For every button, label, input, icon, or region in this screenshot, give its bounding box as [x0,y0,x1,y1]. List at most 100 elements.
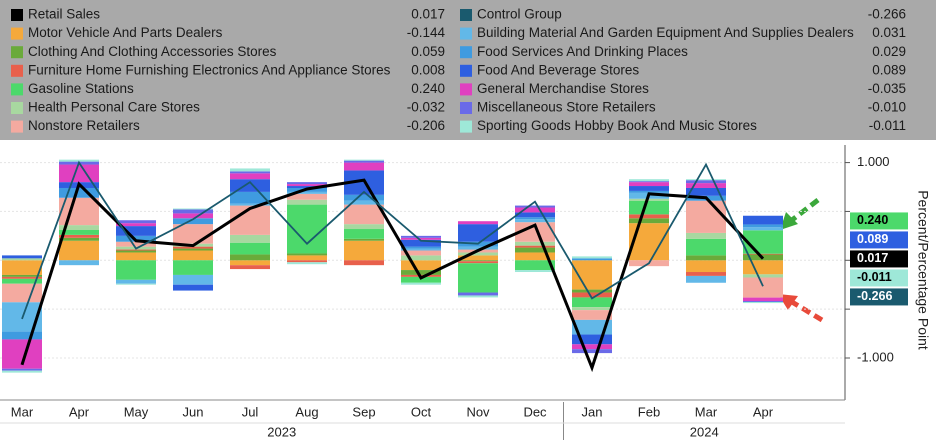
value-tag [850,288,908,306]
legend-label: Nonstore Retailers [28,118,140,133]
legend-swatch [11,102,23,114]
legend-swatch [11,64,23,77]
bar-segment [629,179,669,182]
legend-entry: Health Personal Care Stores -0.032 [11,100,445,115]
bar-segment [287,191,327,194]
bar-segment [2,276,42,279]
bar-segment [629,214,669,219]
bar-segment [116,283,156,285]
bar-segment [401,248,441,251]
legend-label: Miscellaneous Store Retailers [477,100,656,115]
bar-segment [458,295,498,298]
value-tag-label: 0.240 [857,213,888,227]
bar-segment [572,292,612,298]
bar-segment [629,182,669,187]
legend-swatch [11,27,23,40]
bar-segment [629,186,669,191]
bar-segment [401,237,441,240]
bar-segment [173,208,213,210]
value-tag [850,269,908,287]
bar-segment [572,297,612,308]
legend-value: -0.011 [869,118,906,133]
bar-segment [572,349,612,354]
legend-swatch [460,46,472,59]
bar-segment [743,227,783,231]
bar-segment [515,207,555,213]
bar-segment [287,255,327,261]
y-tick-label: 1.000 [857,154,890,169]
bar-segment [686,275,726,283]
x-tick-label: Sep [352,404,375,419]
legend-value: -0.206 [407,118,445,133]
bar-segment [2,255,42,259]
bar-segment [230,171,270,174]
bar-segment [401,239,441,247]
line [20,178,765,373]
bar-segment [116,252,156,261]
bar-segment [287,182,327,185]
bar-segment [515,222,555,242]
bar-segment [686,260,726,273]
bar-segment [686,238,726,256]
legend-value: 0.059 [411,44,445,59]
bar-segment [515,205,555,208]
bar-segment [686,183,726,188]
bar-segment [401,282,441,285]
bar-segment [344,194,384,201]
x-tick-label: Nov [466,404,490,419]
legend-label: General Merchandise Stores [477,81,649,96]
value-tag [850,212,908,230]
bar-segment [59,159,99,162]
bar-segment [344,200,384,205]
bar-segment [344,229,384,239]
legend-swatch [11,9,23,21]
bar-segment [629,223,669,261]
bar-segment [116,260,156,280]
x-tick-label: Dec [523,404,547,419]
bar-segment [287,253,327,256]
legend-entry: Building Material And Garden Equipment A… [460,25,906,40]
y-tick-label: -1.000 [857,349,894,364]
bar-segment [230,234,270,243]
bar-segment [116,250,156,253]
x-tick-label: Aug [295,404,318,419]
x-tick-label: Jan [582,404,603,419]
bar-segment [173,209,213,214]
value-tag-label: -0.011 [857,270,892,284]
legend-entry: Furniture Home Furnishing Electronics An… [11,62,445,77]
bar-segment [515,260,555,271]
bar-segment [116,249,156,251]
bar-segment [686,200,726,233]
legend-label: Motor Vehicle And Parts Dealers [28,25,223,40]
bar-segment [686,272,726,276]
year-label: 2024 [690,424,719,439]
bar-segment [344,238,384,241]
bar-segment [173,246,213,249]
bar-segment [572,310,612,320]
x-tick-label: Apr [753,404,774,419]
legend-value: 0.240 [411,81,445,96]
bar-segment [173,218,213,225]
bar-segment [629,218,669,224]
legend-entry: Food And Beverage Stores 0.089 [460,62,906,77]
bar-segment [401,255,441,261]
bar-segment [572,289,612,293]
bar-segment [116,226,156,236]
bar-segment [116,220,156,224]
bar-segment [572,334,612,345]
bar-segment [59,237,99,241]
bar-segment [344,162,384,171]
bar-segment [230,173,270,180]
legend-swatch [460,9,472,21]
bar-segment [629,181,669,183]
legend-label: Gasoline Stations [28,81,134,96]
red-arrow [790,299,824,323]
bar-segment [743,253,783,255]
bar-segment [116,241,156,247]
legend-entry: Control Group -0.266 [460,7,906,22]
bar-segment [344,240,384,261]
bar-segment [59,234,99,238]
legend-swatch [460,64,472,77]
legend-label: Sporting Goods Hobby Book And Music Stor… [477,118,757,133]
bar-segment [344,224,384,230]
